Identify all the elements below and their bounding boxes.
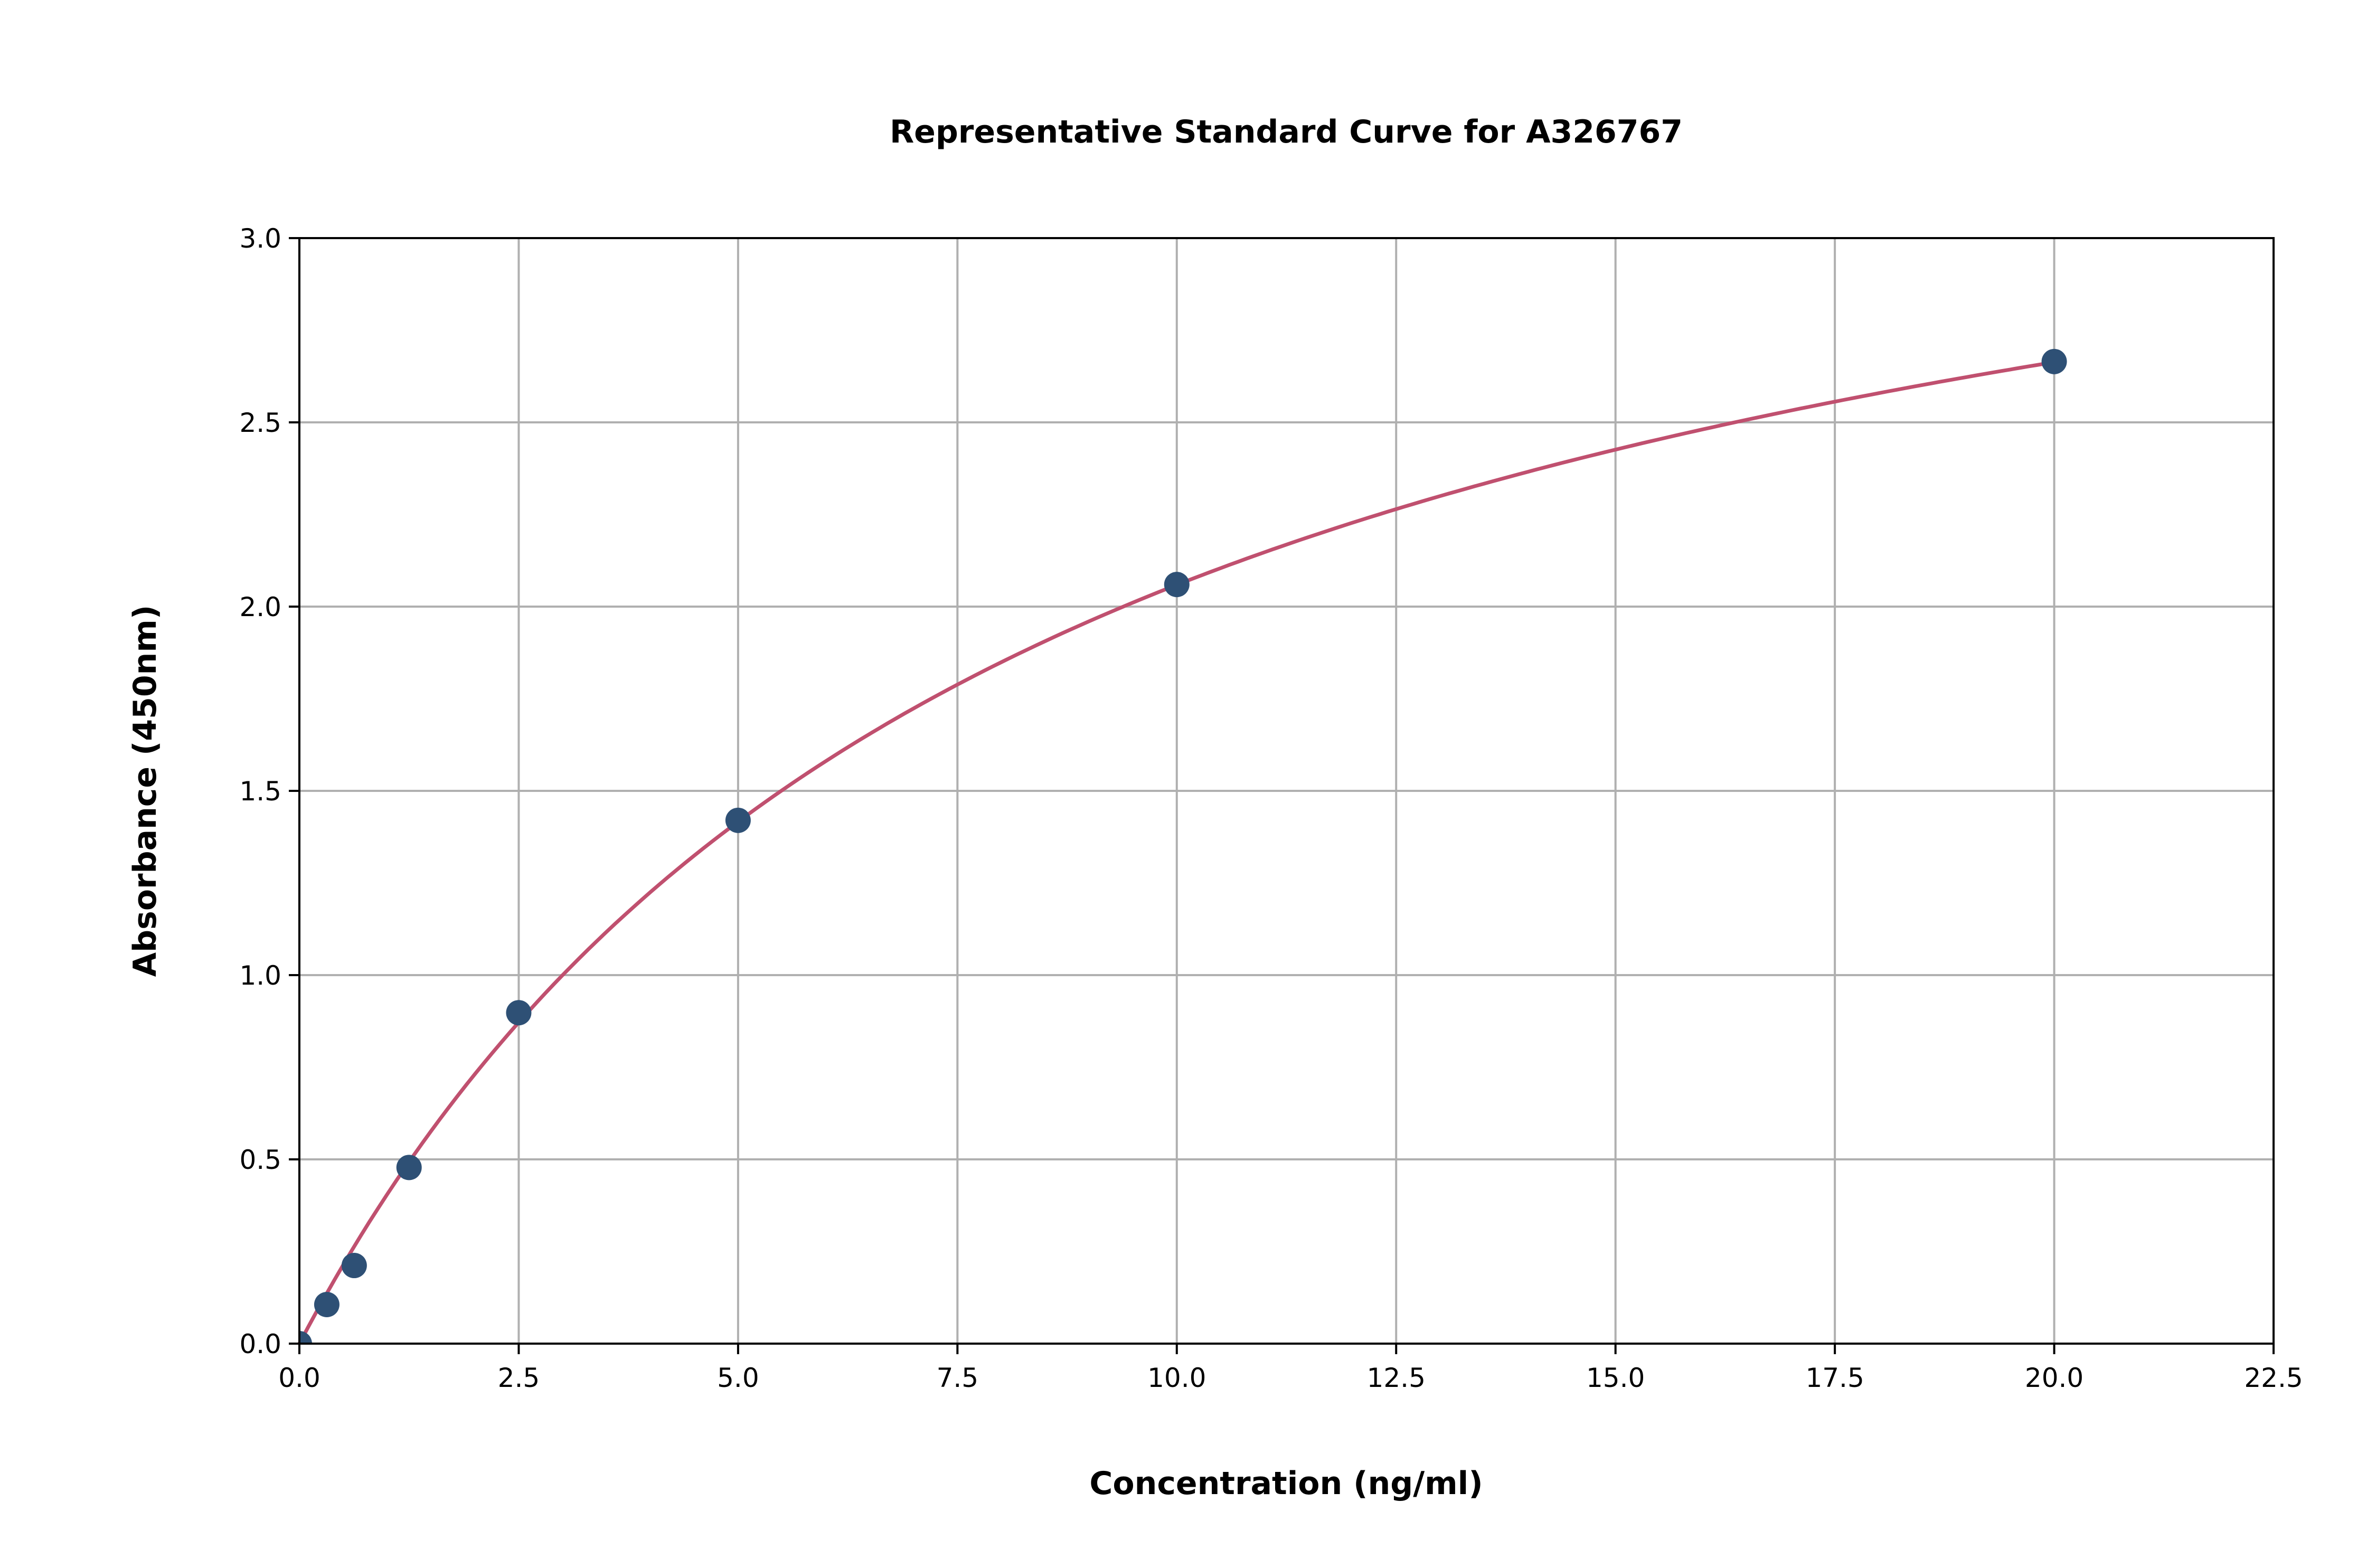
y-tick-label: 0.5: [239, 1145, 281, 1175]
data-point: [396, 1155, 422, 1180]
y-axis-ticks: 0.0 0.5 1.0 1.5 2.0 2.5 3.0: [239, 223, 299, 1359]
data-point: [2041, 348, 2067, 374]
x-tick-label: 15.0: [1586, 1363, 1645, 1393]
y-tick-label: 1.0: [239, 960, 281, 991]
x-tick-label: 2.5: [498, 1363, 540, 1393]
x-tick-label: 7.5: [937, 1363, 979, 1393]
x-tick-label: 5.0: [717, 1363, 759, 1393]
y-tick-label: 0.0: [239, 1329, 281, 1359]
x-axis-label: Concentration (ng/ml): [1089, 1465, 1483, 1502]
data-point: [506, 1000, 532, 1026]
x-tick-label: 12.5: [1367, 1363, 1426, 1393]
grid: [298, 237, 2275, 1345]
data-point: [1164, 572, 1190, 598]
x-tick-label: 10.0: [1147, 1363, 1206, 1393]
x-axis-ticks: 0.0 2.5 5.0 7.5 10.0 12.5 15.0 17.5 20.0 22.5: [278, 1344, 2303, 1393]
y-axis-label: Absorbance (450nm): [127, 605, 164, 977]
data-points: [299, 348, 2067, 1344]
x-tick-label: 17.5: [1805, 1363, 1864, 1393]
y-tick-label: 2.5: [239, 408, 281, 438]
data-point: [341, 1253, 367, 1279]
chart-title: Representative Standard Curve for A32676…: [890, 114, 1683, 150]
data-point: [299, 1331, 312, 1344]
x-tick-label: 22.5: [2244, 1363, 2303, 1393]
y-tick-label: 1.5: [239, 776, 281, 807]
y-tick-label: 2.0: [239, 592, 281, 622]
x-tick-label: 0.0: [278, 1363, 320, 1393]
y-tick-label: 3.0: [239, 223, 281, 254]
x-tick-label: 20.0: [2025, 1363, 2083, 1393]
data-point: [725, 807, 751, 833]
data-point: [314, 1292, 340, 1318]
